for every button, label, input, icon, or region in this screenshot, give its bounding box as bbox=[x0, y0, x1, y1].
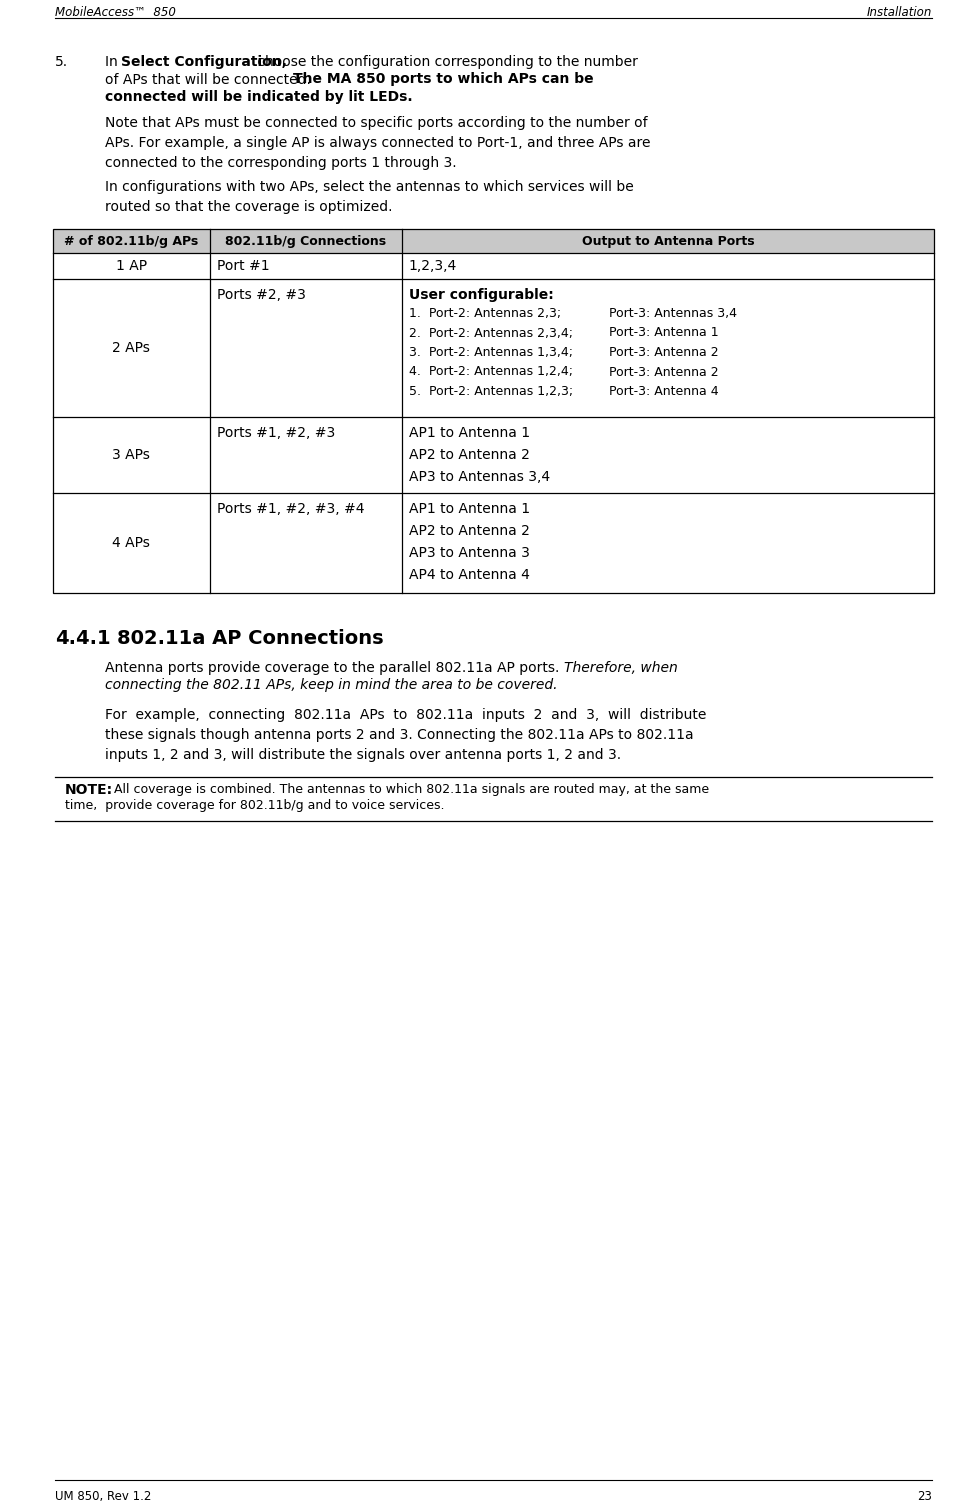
Text: 5.: 5. bbox=[55, 56, 68, 69]
Bar bbox=[53, 280, 933, 417]
Bar bbox=[53, 253, 933, 280]
Text: Ports #2, #3: Ports #2, #3 bbox=[216, 287, 306, 302]
Text: Therefore, when: Therefore, when bbox=[563, 660, 678, 675]
Text: For  example,  connecting  802.11a  APs  to  802.11a  inputs  2  and  3,  will  : For example, connecting 802.11a APs to 8… bbox=[105, 708, 705, 763]
Text: Antenna ports provide coverage to the parallel 802.11a AP ports.: Antenna ports provide coverage to the pa… bbox=[105, 660, 568, 675]
Text: Select Configuration,: Select Configuration, bbox=[121, 56, 286, 69]
Text: 3 APs: 3 APs bbox=[112, 448, 150, 462]
Text: connecting the 802.11 APs, keep in mind the area to be covered.: connecting the 802.11 APs, keep in mind … bbox=[105, 678, 557, 692]
Text: 2 APs: 2 APs bbox=[112, 341, 150, 355]
Text: Note that APs must be connected to specific ports according to the number of
APs: Note that APs must be connected to speci… bbox=[105, 116, 650, 170]
Text: # of 802.11b/g APs: # of 802.11b/g APs bbox=[64, 235, 198, 248]
Text: Port #1: Port #1 bbox=[216, 259, 269, 274]
Bar bbox=[53, 417, 933, 493]
Text: Port-3: Antenna 2: Port-3: Antenna 2 bbox=[608, 365, 718, 379]
Text: NOTE:: NOTE: bbox=[65, 784, 113, 797]
Text: Port-3: Antennas 3,4: Port-3: Antennas 3,4 bbox=[608, 307, 736, 320]
Text: 4.  Port-2: Antennas 1,2,4;: 4. Port-2: Antennas 1,2,4; bbox=[408, 365, 573, 379]
Text: connected will be indicated by lit LEDs.: connected will be indicated by lit LEDs. bbox=[105, 90, 412, 104]
Text: AP1 to Antenna 1: AP1 to Antenna 1 bbox=[408, 502, 530, 516]
Text: 4.4.1: 4.4.1 bbox=[55, 629, 111, 648]
Text: 1 AP: 1 AP bbox=[115, 259, 147, 274]
Text: 4 APs: 4 APs bbox=[112, 535, 150, 550]
Text: AP1 to Antenna 1: AP1 to Antenna 1 bbox=[408, 426, 530, 441]
Text: 23: 23 bbox=[916, 1490, 931, 1502]
Text: UM 850, Rev 1.2: UM 850, Rev 1.2 bbox=[55, 1490, 151, 1502]
Text: AP3 to Antenna 3: AP3 to Antenna 3 bbox=[408, 546, 530, 559]
Text: Port-3: Antenna 1: Port-3: Antenna 1 bbox=[608, 326, 718, 340]
Text: 802.11a AP Connections: 802.11a AP Connections bbox=[117, 629, 383, 648]
Text: 2.  Port-2: Antennas 2,3,4;: 2. Port-2: Antennas 2,3,4; bbox=[408, 326, 573, 340]
Bar bbox=[53, 493, 933, 593]
Text: AP2 to Antenna 2: AP2 to Antenna 2 bbox=[408, 448, 530, 462]
Text: Installation: Installation bbox=[866, 6, 931, 20]
Bar bbox=[53, 229, 933, 253]
Text: MobileAccess™  850: MobileAccess™ 850 bbox=[55, 6, 176, 20]
Text: 5.  Port-2: Antennas 1,2,3;: 5. Port-2: Antennas 1,2,3; bbox=[408, 385, 573, 399]
Text: 802.11b/g Connections: 802.11b/g Connections bbox=[225, 235, 386, 248]
Text: Port-3: Antenna 2: Port-3: Antenna 2 bbox=[608, 346, 718, 359]
Text: Ports #1, #2, #3, #4: Ports #1, #2, #3, #4 bbox=[216, 502, 364, 516]
Text: 1.  Port-2: Antennas 2,3;: 1. Port-2: Antennas 2,3; bbox=[408, 307, 560, 320]
Text: In configurations with two APs, select the antennas to which services will be
ro: In configurations with two APs, select t… bbox=[105, 180, 633, 214]
Text: User configurable:: User configurable: bbox=[408, 287, 553, 302]
Text: AP3 to Antennas 3,4: AP3 to Antennas 3,4 bbox=[408, 469, 550, 484]
Text: 1,2,3,4: 1,2,3,4 bbox=[408, 259, 456, 274]
Text: AP4 to Antenna 4: AP4 to Antenna 4 bbox=[408, 569, 530, 582]
Text: choose the configuration corresponding to the number: choose the configuration corresponding t… bbox=[253, 56, 637, 69]
Text: The MA 850 ports to which APs can be: The MA 850 ports to which APs can be bbox=[293, 72, 593, 87]
Text: Port-3: Antenna 4: Port-3: Antenna 4 bbox=[608, 385, 718, 399]
Text: All coverage is combined. The antennas to which 802.11a signals are routed may, : All coverage is combined. The antennas t… bbox=[110, 784, 708, 797]
Text: 3.  Port-2: Antennas 1,3,4;: 3. Port-2: Antennas 1,3,4; bbox=[408, 346, 573, 359]
Text: Output to Antenna Ports: Output to Antenna Ports bbox=[581, 235, 753, 248]
Text: AP2 to Antenna 2: AP2 to Antenna 2 bbox=[408, 523, 530, 538]
Text: of APs that will be connected.: of APs that will be connected. bbox=[105, 72, 315, 87]
Text: Ports #1, #2, #3: Ports #1, #2, #3 bbox=[216, 426, 334, 441]
Text: time,  provide coverage for 802.11b/g and to voice services.: time, provide coverage for 802.11b/g and… bbox=[65, 799, 444, 812]
Text: In: In bbox=[105, 56, 122, 69]
Bar bbox=[53, 229, 933, 593]
